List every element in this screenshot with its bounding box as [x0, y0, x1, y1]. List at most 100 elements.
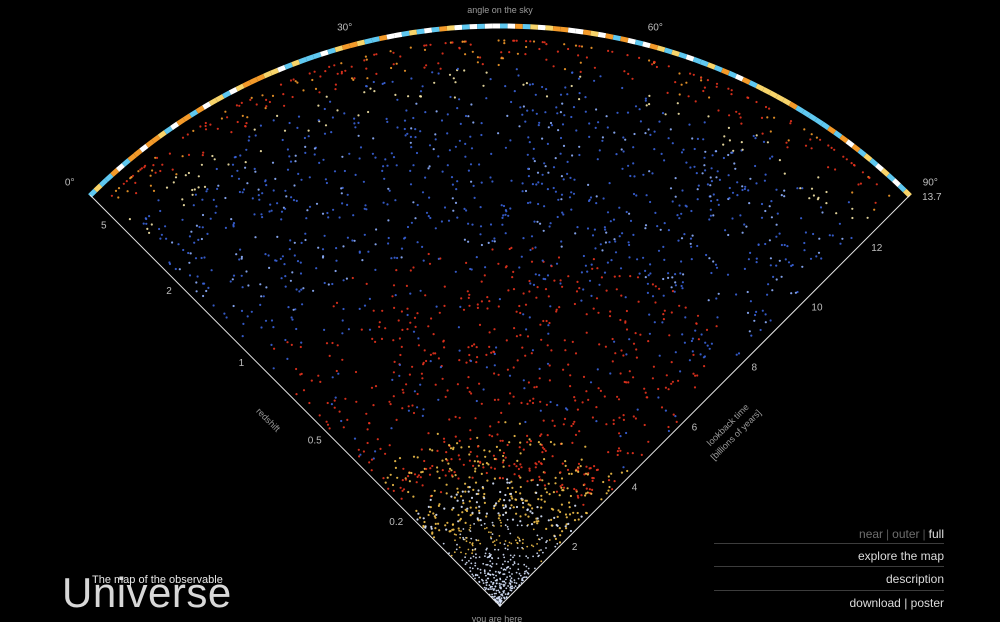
- cmb-segment: [202, 101, 212, 110]
- galaxy-point: [526, 545, 529, 548]
- cmb-segment: [93, 183, 103, 193]
- galaxy-point: [707, 115, 710, 118]
- galaxy-point: [540, 506, 543, 509]
- galaxy-point: [451, 523, 454, 526]
- galaxy-point: [677, 112, 680, 115]
- galaxy-point: [489, 564, 492, 567]
- galaxy-point: [556, 524, 559, 528]
- galaxy-point: [642, 256, 645, 259]
- galaxy-point: [327, 216, 330, 219]
- galaxy-point: [590, 263, 593, 266]
- galaxy-point: [508, 464, 511, 467]
- galaxy-point: [529, 201, 532, 204]
- galaxy-point: [599, 243, 602, 246]
- download-poster-link[interactable]: download | poster: [849, 596, 944, 610]
- galaxy-point: [472, 488, 475, 491]
- galaxy-point: [394, 466, 397, 469]
- galaxy-point: [492, 454, 495, 457]
- galaxy-point: [488, 552, 491, 555]
- galaxy-point: [454, 81, 457, 84]
- galaxy-point: [125, 180, 128, 183]
- galaxy-point: [399, 486, 402, 489]
- galaxy-point: [465, 261, 468, 264]
- galaxy-point: [422, 525, 425, 529]
- galaxy-point: [436, 449, 439, 452]
- galaxy-point: [195, 290, 198, 293]
- galaxy-point: [783, 195, 786, 198]
- galaxy-point: [459, 533, 462, 536]
- galaxy-point: [635, 348, 638, 351]
- galaxy-point: [500, 583, 502, 585]
- galaxy-point: [495, 574, 497, 577]
- cmb-segment: [416, 28, 425, 35]
- galaxy-point: [536, 171, 540, 174]
- cmb-segment: [642, 41, 651, 49]
- galaxy-point: [818, 237, 821, 240]
- galaxy-point: [305, 217, 308, 220]
- galaxy-point: [462, 308, 466, 311]
- galaxy-point: [510, 587, 513, 590]
- galaxy-point: [473, 343, 476, 346]
- description-link[interactable]: description: [885, 572, 944, 586]
- galaxy-point: [476, 455, 479, 458]
- galaxy-point: [680, 260, 683, 263]
- galaxy-point: [715, 176, 718, 179]
- galaxy-point: [470, 147, 474, 150]
- galaxy-point: [427, 432, 430, 435]
- galaxy-point: [391, 295, 394, 298]
- galaxy-point: [543, 205, 546, 208]
- explore-map-link[interactable]: explore the map: [857, 549, 944, 563]
- galaxy-point: [384, 481, 387, 484]
- view-full[interactable]: full: [928, 527, 944, 541]
- galaxy-point: [392, 284, 396, 287]
- galaxy-point: [300, 178, 303, 181]
- galaxy-point: [722, 143, 725, 146]
- galaxy-point: [512, 556, 514, 559]
- galaxy-point: [137, 170, 140, 173]
- galaxy-point: [715, 325, 718, 328]
- galaxy-point: [479, 519, 482, 522]
- view-near[interactable]: near: [859, 527, 884, 541]
- galaxy-point: [636, 276, 640, 279]
- galaxy-point: [566, 172, 569, 175]
- view-outer[interactable]: outer: [892, 527, 920, 541]
- galaxy-point: [464, 490, 467, 493]
- galaxy-point: [604, 228, 607, 231]
- galaxy-point: [288, 121, 291, 125]
- galaxy-point: [271, 161, 275, 164]
- galaxy-point: [400, 247, 404, 250]
- galaxy-point: [580, 494, 583, 497]
- galaxy-point: [548, 225, 551, 228]
- galaxy-point: [874, 201, 877, 204]
- galaxy-point: [703, 365, 706, 368]
- galaxy-point: [545, 547, 547, 549]
- galaxy-point: [710, 180, 714, 183]
- galaxy-point: [506, 481, 509, 484]
- galaxy-point: [696, 188, 699, 191]
- galaxy-point: [485, 527, 488, 529]
- galaxy-point: [780, 194, 783, 197]
- galaxy-point: [559, 136, 563, 140]
- galaxy-point: [602, 480, 605, 484]
- galaxy-point: [485, 563, 488, 566]
- galaxy-point: [622, 466, 625, 469]
- galaxy-point: [524, 53, 527, 56]
- galaxy-point: [188, 235, 191, 238]
- galaxy-point: [486, 307, 489, 310]
- galaxy-point: [482, 579, 484, 582]
- galaxy-point: [524, 120, 527, 123]
- galaxy-point: [492, 507, 495, 510]
- galaxy-point: [526, 524, 529, 527]
- galaxy-point: [678, 204, 681, 207]
- galaxy-point: [601, 136, 605, 139]
- galaxy-point: [482, 562, 485, 565]
- galaxy-point: [494, 548, 496, 551]
- galaxy-point: [469, 450, 472, 454]
- cmb-segment: [182, 113, 192, 122]
- galaxy-point: [409, 169, 412, 172]
- galaxy-point: [334, 269, 337, 273]
- galaxy-point: [661, 112, 665, 115]
- galaxy-point: [690, 245, 693, 248]
